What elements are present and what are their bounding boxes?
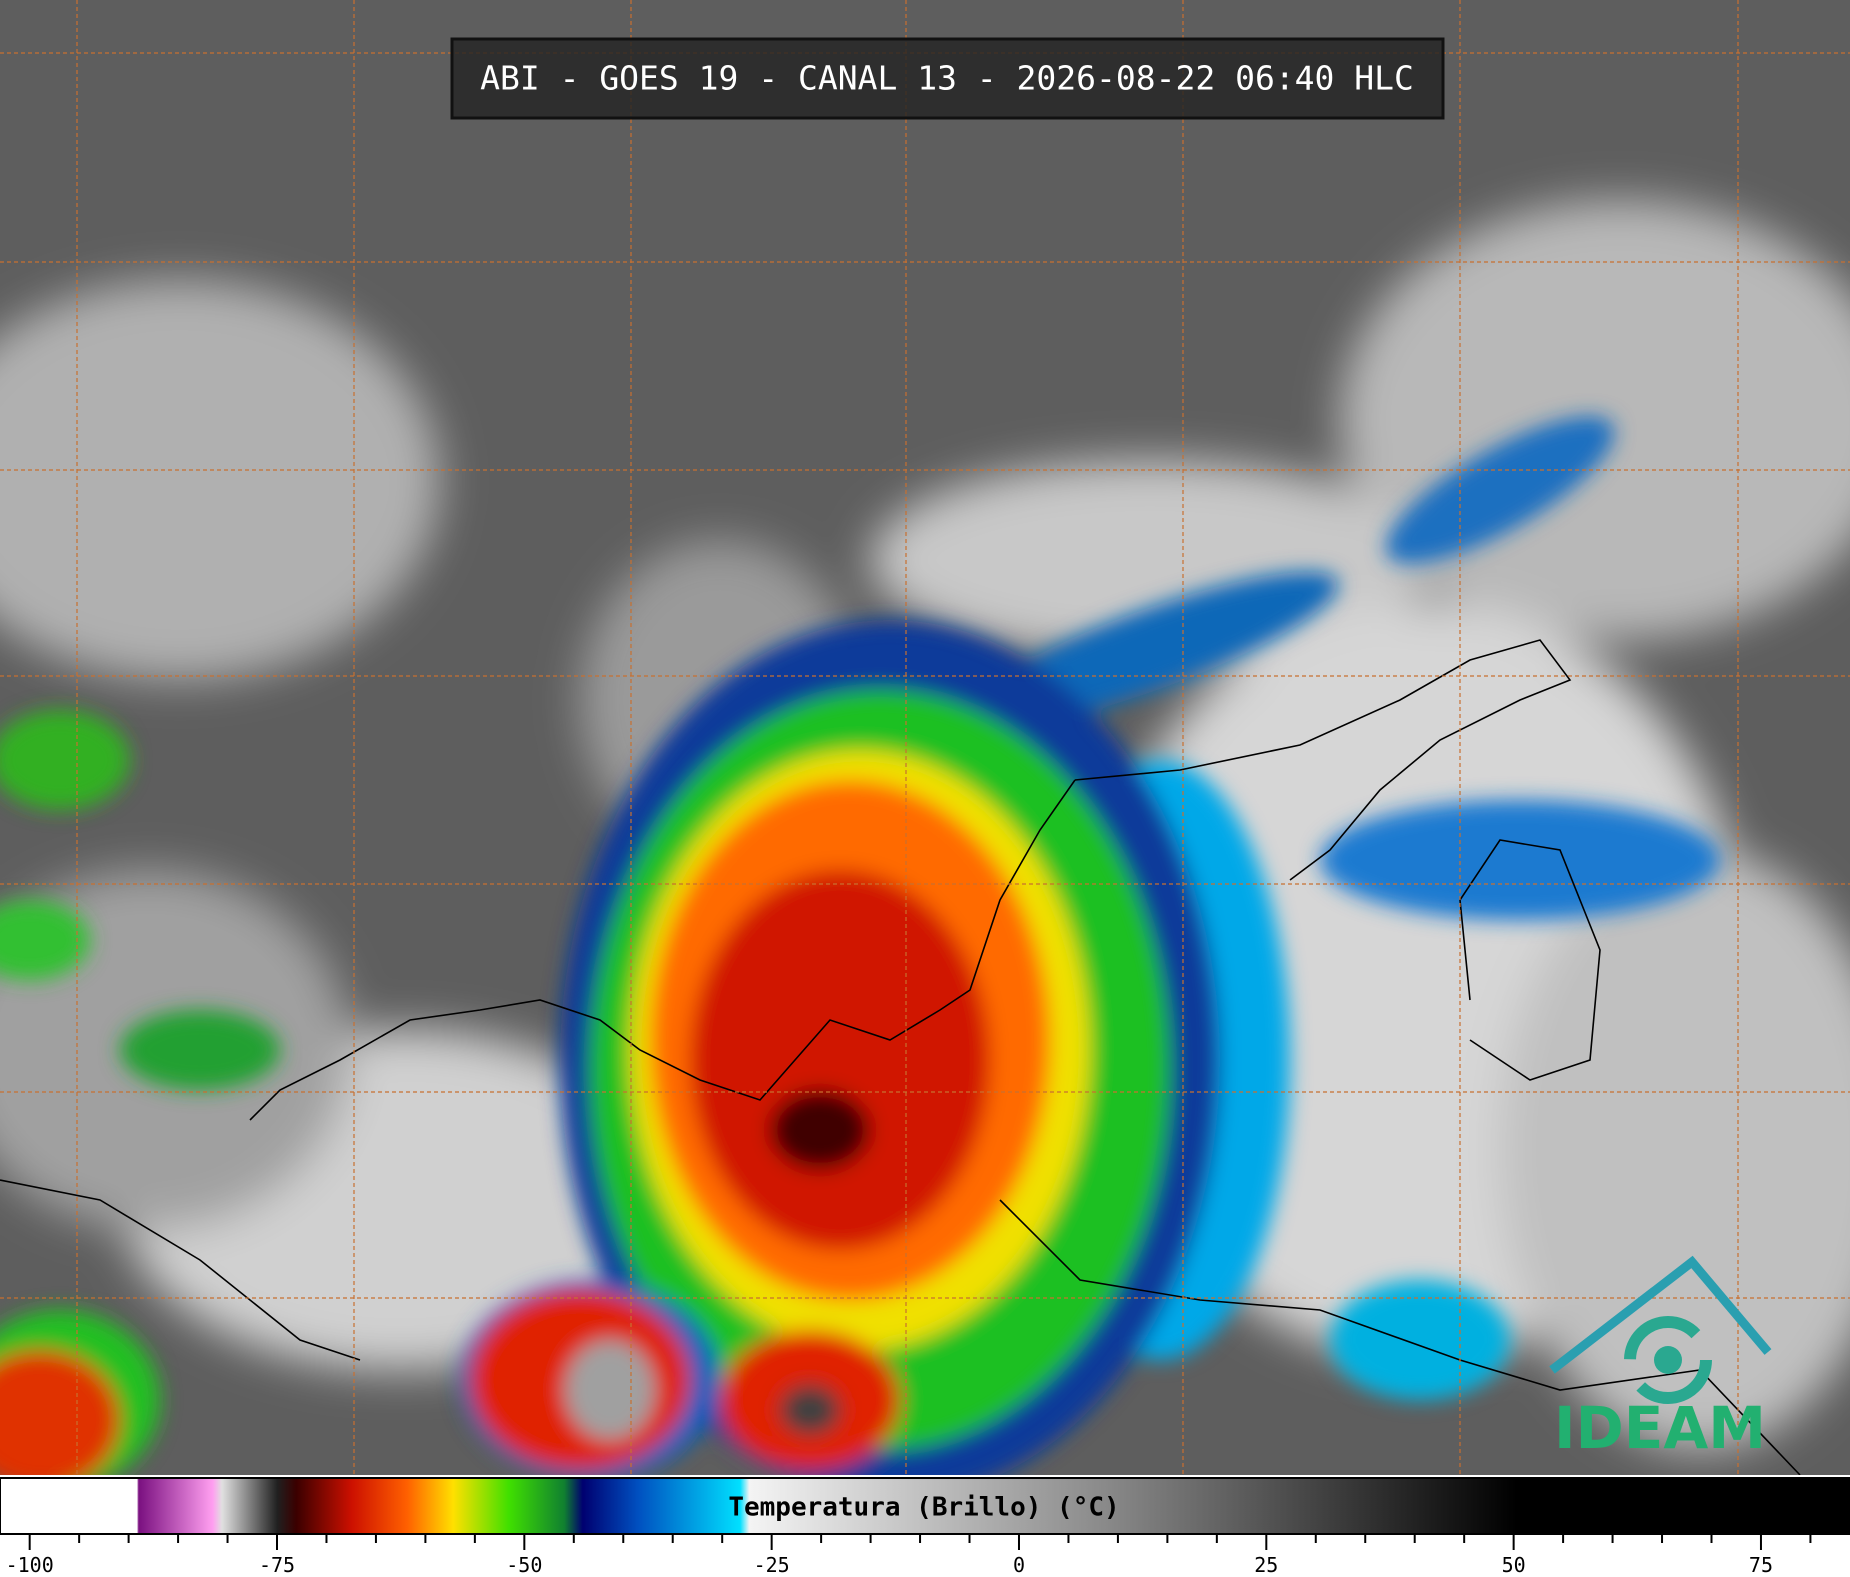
- tick-label: -75: [259, 1553, 295, 1577]
- tick-label: -25: [754, 1553, 790, 1577]
- tick-label: 0: [1013, 1553, 1025, 1577]
- title: ABI - GOES 19 - CANAL 13 - 2026-08-22 06…: [480, 59, 1414, 98]
- tick-label: -50: [506, 1553, 542, 1577]
- tick-label: -100: [6, 1553, 54, 1577]
- tick-label: 75: [1749, 1553, 1773, 1577]
- colorbar: Temperatura (Brillo) (°C) -100 -75 -50 -25 0…: [0, 1475, 1850, 1577]
- coastlines: [0, 639, 1801, 1476]
- tick-label: 25: [1254, 1553, 1278, 1577]
- tick-label: 50: [1502, 1553, 1526, 1577]
- imagery: [0, 0, 1850, 1500]
- colorbar-label: Temperatura (Brillo) (°C): [728, 1493, 1119, 1523]
- logo-text: IDEAM: [1554, 1394, 1766, 1462]
- title-box: ABI - GOES 19 - CANAL 13 - 2026-08-22 06…: [450, 37, 1445, 120]
- logo: IDEAM: [1549, 1255, 1772, 1462]
- graticule: [0, 0, 1850, 1475]
